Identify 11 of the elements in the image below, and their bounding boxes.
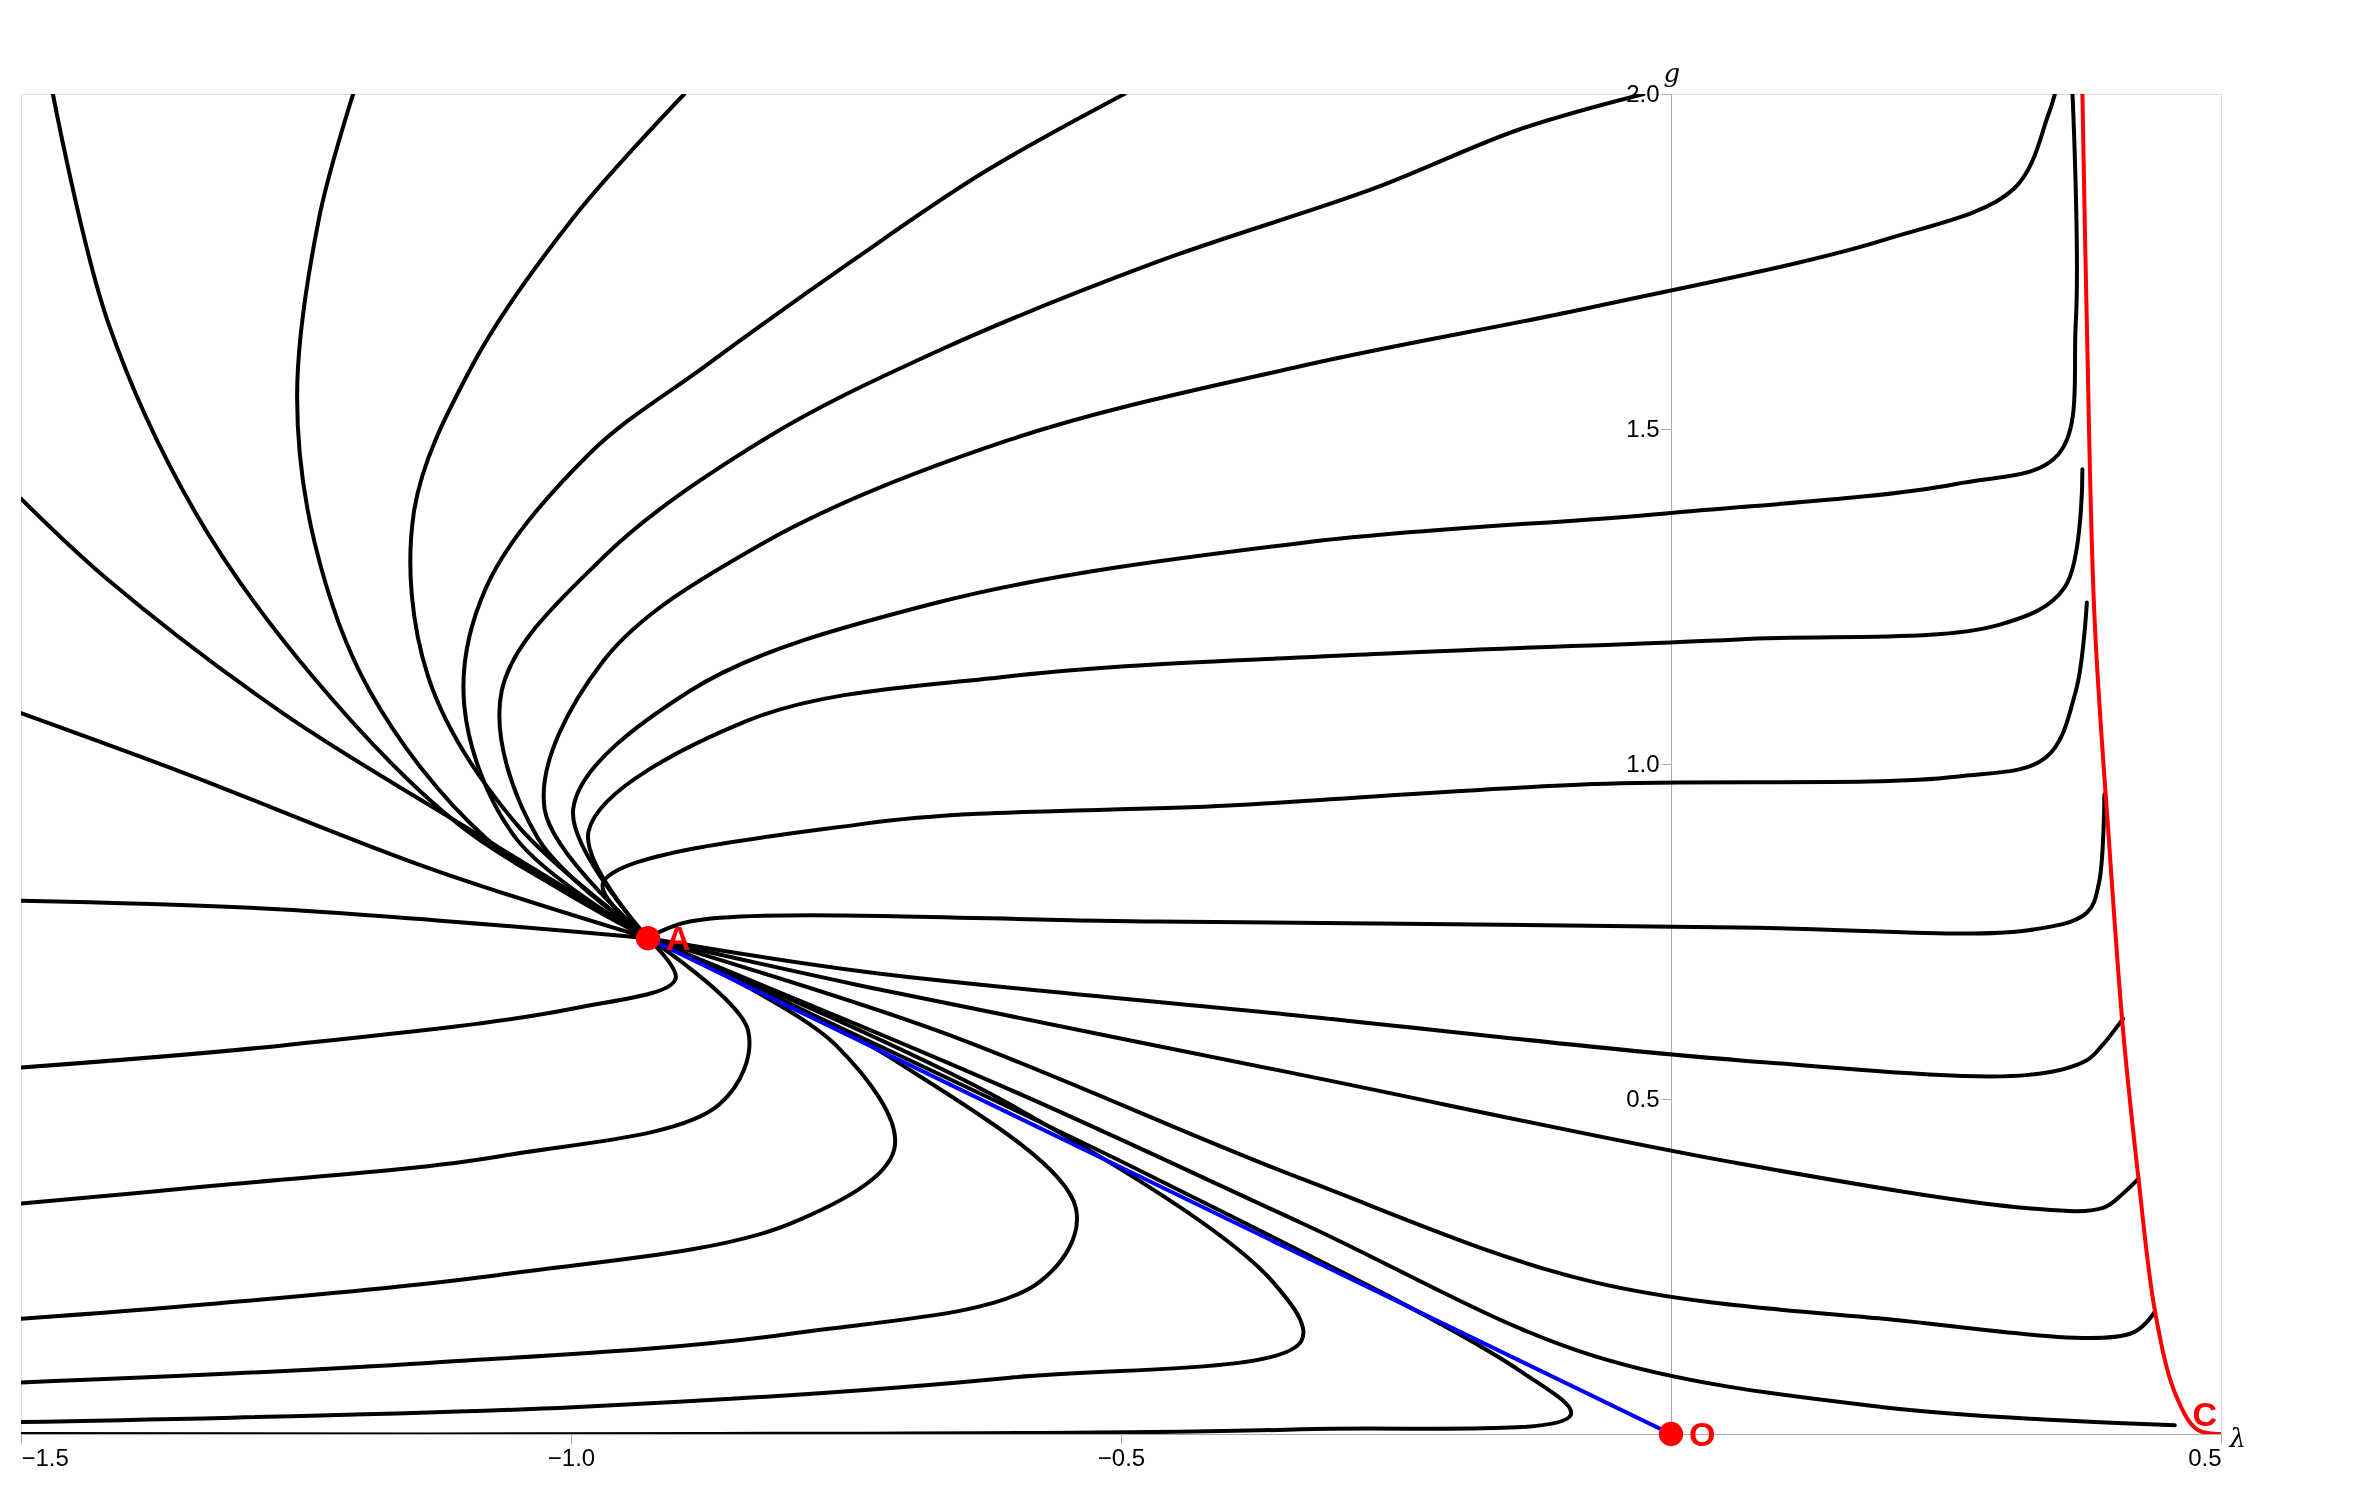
y-tick-label: 0.5 (1626, 1084, 1660, 1112)
y-tick-label: 1.5 (1626, 414, 1660, 442)
annotation: C (2192, 1395, 2217, 1433)
x-tick-label: −1.0 (547, 1443, 596, 1471)
x-axis-title: λ (2228, 1422, 2246, 1453)
x-tick-label: −0.5 (1097, 1443, 1146, 1471)
y-tick-label: 1.0 (1626, 749, 1660, 777)
y-axis-title: g (1663, 57, 1681, 88)
annotation: O (1689, 1415, 1716, 1453)
x-tick-label: −1.5 (21, 1443, 69, 1471)
x-tick-label: 0.5 (2188, 1443, 2222, 1471)
